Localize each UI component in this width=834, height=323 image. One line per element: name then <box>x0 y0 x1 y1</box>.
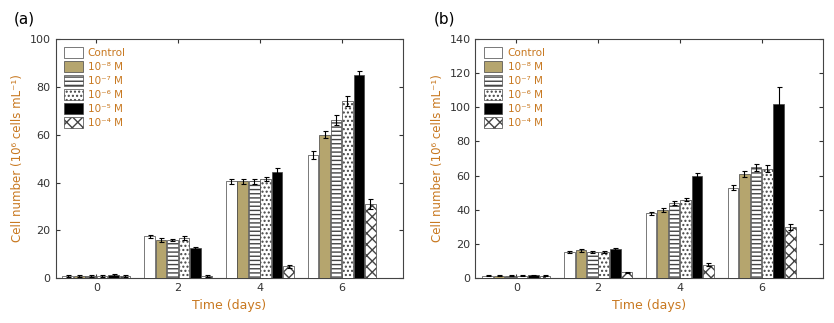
Bar <box>120 276 130 278</box>
Bar <box>226 181 237 278</box>
Bar <box>564 252 575 278</box>
Bar <box>365 204 375 278</box>
Bar <box>167 240 178 278</box>
Bar <box>63 276 73 278</box>
Text: (a): (a) <box>14 12 35 26</box>
Bar <box>74 276 84 278</box>
Bar <box>657 210 668 278</box>
Bar <box>691 176 702 278</box>
Bar <box>178 238 189 278</box>
X-axis label: Time (days): Time (days) <box>612 299 686 312</box>
Text: (b): (b) <box>434 12 455 26</box>
Bar <box>785 227 796 278</box>
Bar <box>599 252 609 278</box>
Bar <box>646 214 656 278</box>
Bar <box>272 172 283 278</box>
Bar <box>482 276 493 278</box>
Bar <box>610 249 620 278</box>
Bar <box>330 120 341 278</box>
Bar <box>156 240 166 278</box>
Bar <box>284 266 294 278</box>
Bar <box>516 276 527 278</box>
Bar <box>751 167 761 278</box>
Legend: Control, 10⁻⁸ M, 10⁻⁷ M, 10⁻⁶ M, 10⁻⁵ M, 10⁻⁴ M: Control, 10⁻⁸ M, 10⁻⁷ M, 10⁻⁶ M, 10⁻⁵ M,… <box>61 44 129 131</box>
Bar <box>727 188 738 278</box>
Bar <box>703 265 714 278</box>
Legend: Control, 10⁻⁸ M, 10⁻⁷ M, 10⁻⁶ M, 10⁻⁵ M, 10⁻⁴ M: Control, 10⁻⁸ M, 10⁻⁷ M, 10⁻⁶ M, 10⁻⁵ M,… <box>480 44 549 131</box>
Bar <box>762 169 772 278</box>
Bar <box>319 134 330 278</box>
Bar <box>260 179 271 278</box>
Bar <box>308 155 319 278</box>
Bar <box>505 276 516 278</box>
Bar <box>621 273 632 278</box>
Bar <box>540 276 550 278</box>
Bar <box>190 248 201 278</box>
Bar <box>669 203 680 278</box>
Bar <box>739 174 750 278</box>
Y-axis label: Cell number (10⁶ cells mL⁻¹): Cell number (10⁶ cells mL⁻¹) <box>431 75 444 243</box>
Bar <box>202 276 212 278</box>
Bar <box>342 101 353 278</box>
Bar <box>575 250 586 278</box>
Bar <box>108 275 119 278</box>
X-axis label: Time (days): Time (days) <box>192 299 266 312</box>
Bar <box>144 236 155 278</box>
Bar <box>85 276 96 278</box>
Bar <box>97 276 108 278</box>
Bar <box>354 75 364 278</box>
Bar <box>249 181 259 278</box>
Bar <box>681 200 691 278</box>
Bar <box>587 252 598 278</box>
Bar <box>773 104 784 278</box>
Y-axis label: Cell number (10⁶ cells mL⁻¹): Cell number (10⁶ cells mL⁻¹) <box>11 75 24 243</box>
Bar <box>238 181 248 278</box>
Bar <box>494 276 505 278</box>
Bar <box>528 275 539 278</box>
